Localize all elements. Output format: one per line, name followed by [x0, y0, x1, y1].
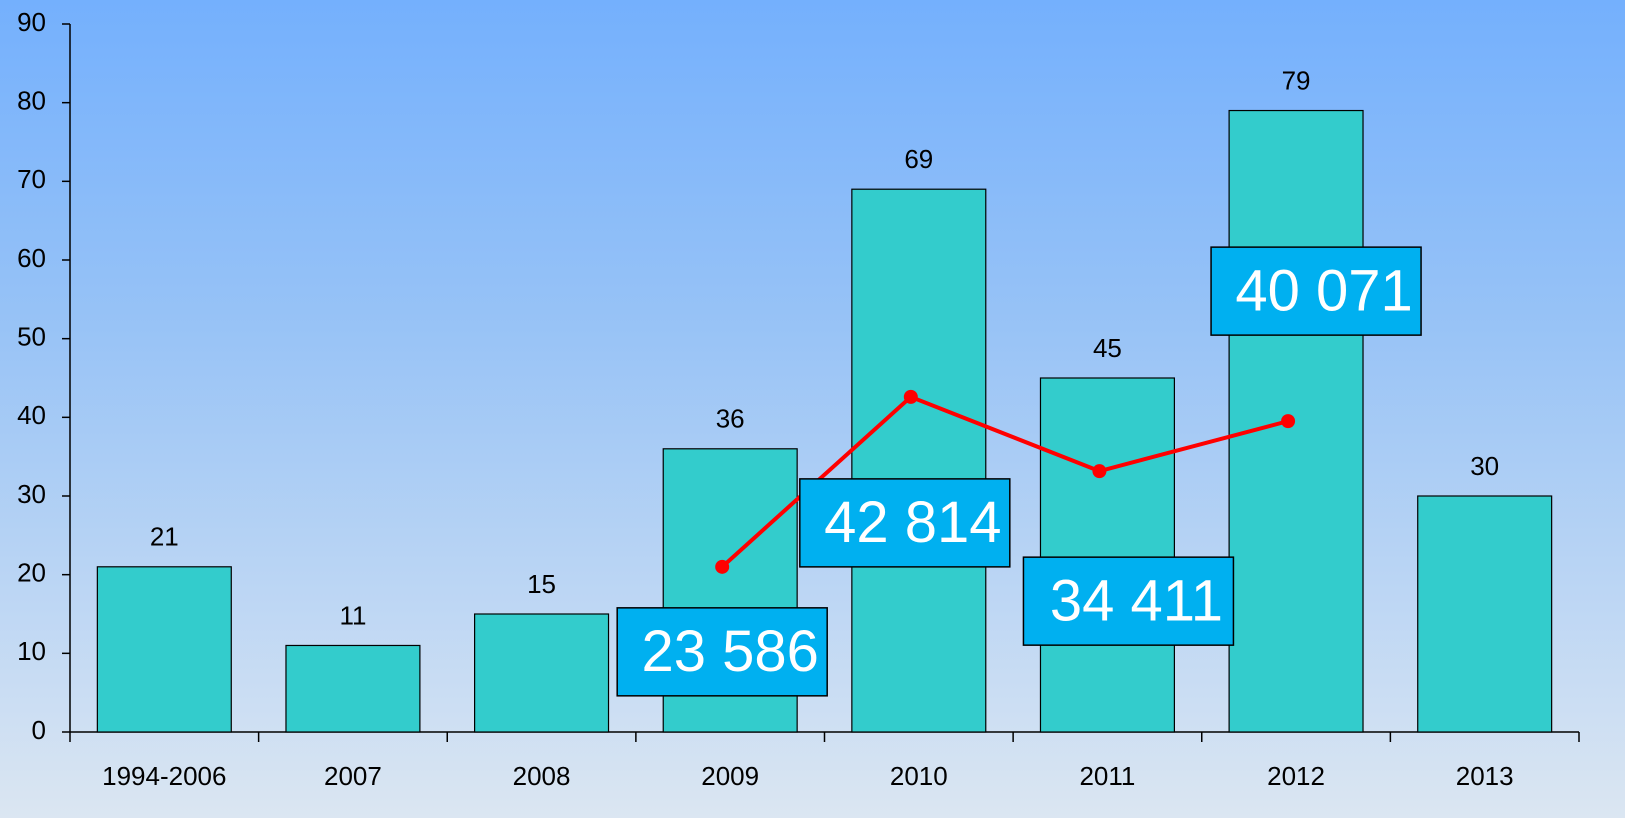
line-point	[1281, 414, 1296, 429]
y-tick-label: 80	[17, 86, 46, 116]
bar	[1228, 109, 1364, 733]
value-label-box	[1210, 246, 1422, 336]
line-value-label: 40 071	[1235, 258, 1412, 323]
value-label-box	[1022, 556, 1235, 646]
line-value-label: 42 814	[824, 490, 1001, 555]
y-tick-label: 50	[17, 322, 46, 352]
bar	[285, 644, 421, 733]
bar-value-label: 36	[716, 404, 745, 434]
line-point	[1092, 464, 1107, 479]
bar-value-label: 45	[1093, 333, 1122, 363]
bar	[1039, 377, 1175, 733]
y-tick-label: 20	[17, 558, 46, 588]
line-point	[715, 559, 730, 574]
value-label-box	[799, 478, 1011, 568]
line-value-label: 34 411	[1050, 568, 1223, 633]
value-label-box	[616, 607, 828, 697]
y-tick-label: 60	[17, 243, 46, 273]
bar-value-label: 15	[527, 569, 556, 599]
x-tick-label: 2009	[701, 761, 759, 791]
line-value-label: 23 586	[641, 619, 818, 684]
x-tick-label: 2010	[890, 761, 948, 791]
bar	[851, 188, 987, 733]
bar-value-label: 69	[904, 144, 933, 174]
y-tick-label: 40	[17, 400, 46, 430]
bar	[1417, 495, 1553, 733]
y-tick-label: 90	[17, 7, 46, 37]
bar	[96, 566, 232, 733]
line-point	[903, 389, 918, 404]
bar-value-label: 79	[1282, 65, 1311, 95]
x-tick-label: 1994-2006	[102, 761, 226, 791]
bar-value-label: 11	[339, 600, 366, 630]
bar-value-label: 21	[150, 522, 179, 552]
x-tick-label: 2011	[1079, 761, 1135, 791]
y-tick-label: 10	[17, 636, 46, 666]
bar	[474, 613, 610, 733]
y-tick-label: 30	[17, 479, 46, 509]
y-tick-label: 0	[32, 715, 46, 745]
x-tick-label: 2007	[324, 761, 382, 791]
x-tick-label: 2012	[1267, 761, 1325, 791]
x-tick-label: 2013	[1456, 761, 1514, 791]
y-tick-label: 70	[17, 164, 46, 194]
bar-value-label: 30	[1470, 451, 1499, 481]
x-tick-label: 2008	[513, 761, 571, 791]
